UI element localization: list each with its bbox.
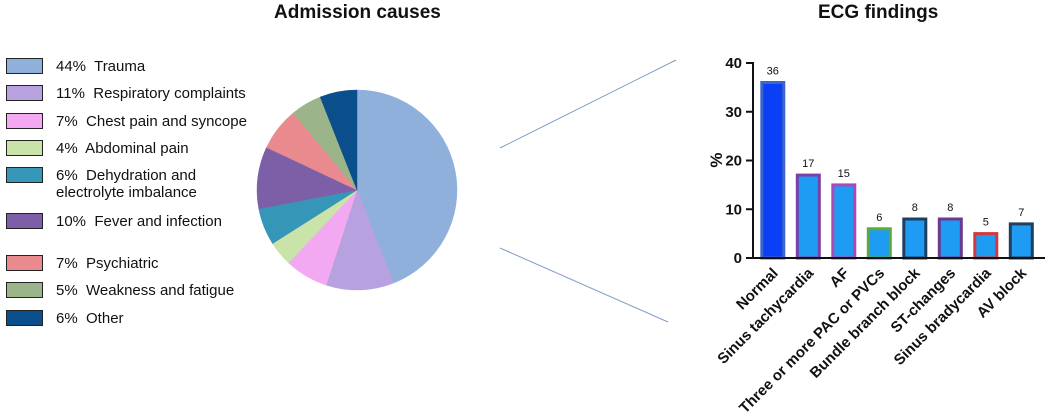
bar-data-label: 7 bbox=[1018, 207, 1024, 219]
bar-data-label: 15 bbox=[838, 168, 850, 180]
bar bbox=[902, 217, 928, 260]
bar-data-label: 36 bbox=[767, 66, 779, 78]
legend-swatch bbox=[6, 167, 43, 183]
legend-label: 44% Trauma bbox=[56, 58, 146, 75]
legend-item: 6% Dehydration and electrolyte imbalance bbox=[6, 167, 197, 201]
bar bbox=[831, 183, 857, 260]
legend-swatch bbox=[6, 58, 43, 74]
legend-item: 11% Respiratory complaints bbox=[6, 85, 246, 102]
legend-item: 7% Chest pain and syncope bbox=[6, 113, 247, 130]
y-tick-label: 20 bbox=[725, 153, 742, 170]
y-axis-title: % bbox=[707, 152, 726, 167]
legend-item: 7% Psychiatric bbox=[6, 255, 159, 272]
legend-item: 6% Other bbox=[6, 310, 124, 327]
y-tick-label: 30 bbox=[725, 104, 742, 121]
legend-label: 11% Respiratory complaints bbox=[56, 85, 246, 102]
bar-chart-title: ECG findings bbox=[818, 2, 939, 23]
bar-data-label: 8 bbox=[947, 202, 953, 214]
bar bbox=[866, 227, 892, 260]
legend-swatch bbox=[6, 310, 43, 326]
legend-swatch bbox=[6, 113, 43, 129]
pie-slice bbox=[356, 89, 458, 284]
y-tick-label: 10 bbox=[725, 201, 742, 218]
legend-item: 10% Fever and infection bbox=[6, 213, 222, 230]
y-tick-label: 40 bbox=[725, 55, 742, 72]
legend-label: 4% Abdominal pain bbox=[56, 140, 189, 157]
bar-data-label: 17 bbox=[802, 158, 814, 170]
legend-swatch bbox=[6, 140, 43, 156]
pie-chart bbox=[256, 89, 458, 291]
legend-label: 5% Weakness and fatigue bbox=[56, 282, 235, 299]
legend-label: 10% Fever and infection bbox=[56, 213, 222, 230]
bar bbox=[760, 81, 786, 260]
pie-chart-title: Admission causes bbox=[274, 2, 441, 23]
legend-label: 6% Other bbox=[56, 310, 124, 327]
bar bbox=[937, 217, 963, 260]
bar-data-label: 5 bbox=[983, 217, 989, 229]
legend-label: 7% Chest pain and syncope bbox=[56, 113, 247, 130]
connector-line-bottom bbox=[499, 247, 669, 323]
x-tick-label: AF bbox=[826, 265, 852, 291]
legend-swatch bbox=[6, 282, 43, 298]
y-tick-label: 0 bbox=[734, 250, 742, 267]
legend-label: 7% Psychiatric bbox=[56, 255, 159, 272]
bar-data-label: 6 bbox=[876, 212, 882, 224]
legend-item: 44% Trauma bbox=[6, 58, 145, 75]
bar bbox=[973, 232, 999, 260]
legend-swatch bbox=[6, 213, 43, 229]
pie-slice bbox=[325, 189, 395, 291]
legend-item: 5% Weakness and fatigue bbox=[6, 282, 234, 299]
pie-legend: 44% Trauma 11% Respiratory complaints 7% C… bbox=[6, 52, 266, 342]
legend-label: 6% Dehydration and electrolyte imbalance bbox=[56, 167, 197, 201]
legend-swatch bbox=[6, 85, 43, 101]
bar bbox=[1008, 222, 1034, 260]
pie-slice bbox=[319, 89, 358, 191]
legend-swatch bbox=[6, 255, 43, 271]
bar bbox=[795, 173, 821, 260]
legend-item: 4% Abdominal pain bbox=[6, 140, 189, 157]
connector-line-top bbox=[499, 59, 677, 149]
bar-data-label: 8 bbox=[912, 202, 918, 214]
